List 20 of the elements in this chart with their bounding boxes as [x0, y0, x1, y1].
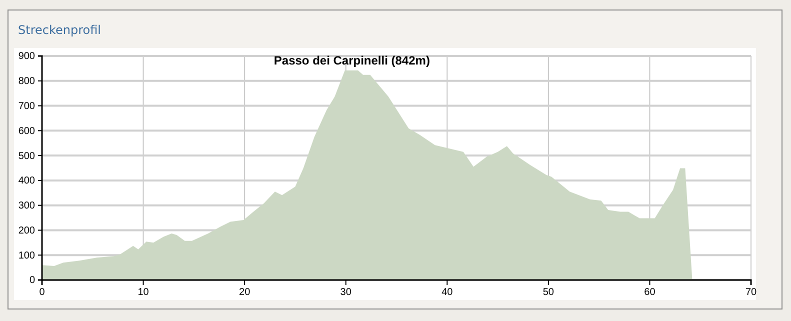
- x-tick-label: 30: [340, 287, 352, 298]
- x-tick-label: 10: [138, 287, 150, 298]
- x-tick-label: 50: [542, 287, 554, 298]
- x-tick-label: 70: [745, 287, 757, 298]
- chart-title: Streckenprofil: [18, 23, 102, 37]
- y-tick-label: 900: [18, 51, 36, 62]
- x-tick-label: 60: [644, 287, 656, 298]
- y-tick-label: 400: [18, 176, 36, 187]
- y-tick-label: 600: [18, 126, 36, 137]
- x-tick-label: 0: [39, 287, 46, 298]
- annotation: Passo dei Carpinelli (842m): [274, 53, 430, 68]
- y-tick-label: 700: [18, 100, 36, 112]
- x-tick-label: 40: [442, 287, 454, 298]
- y-tick-label: 300: [18, 200, 36, 212]
- y-tick-label: 0: [29, 275, 36, 286]
- y-tick-label: 100: [18, 250, 36, 262]
- y-tick-label: 500: [18, 150, 36, 162]
- y-tick-label: 800: [18, 76, 36, 88]
- x-tick-label: 20: [239, 287, 251, 298]
- y-tick-label: 200: [18, 225, 36, 236]
